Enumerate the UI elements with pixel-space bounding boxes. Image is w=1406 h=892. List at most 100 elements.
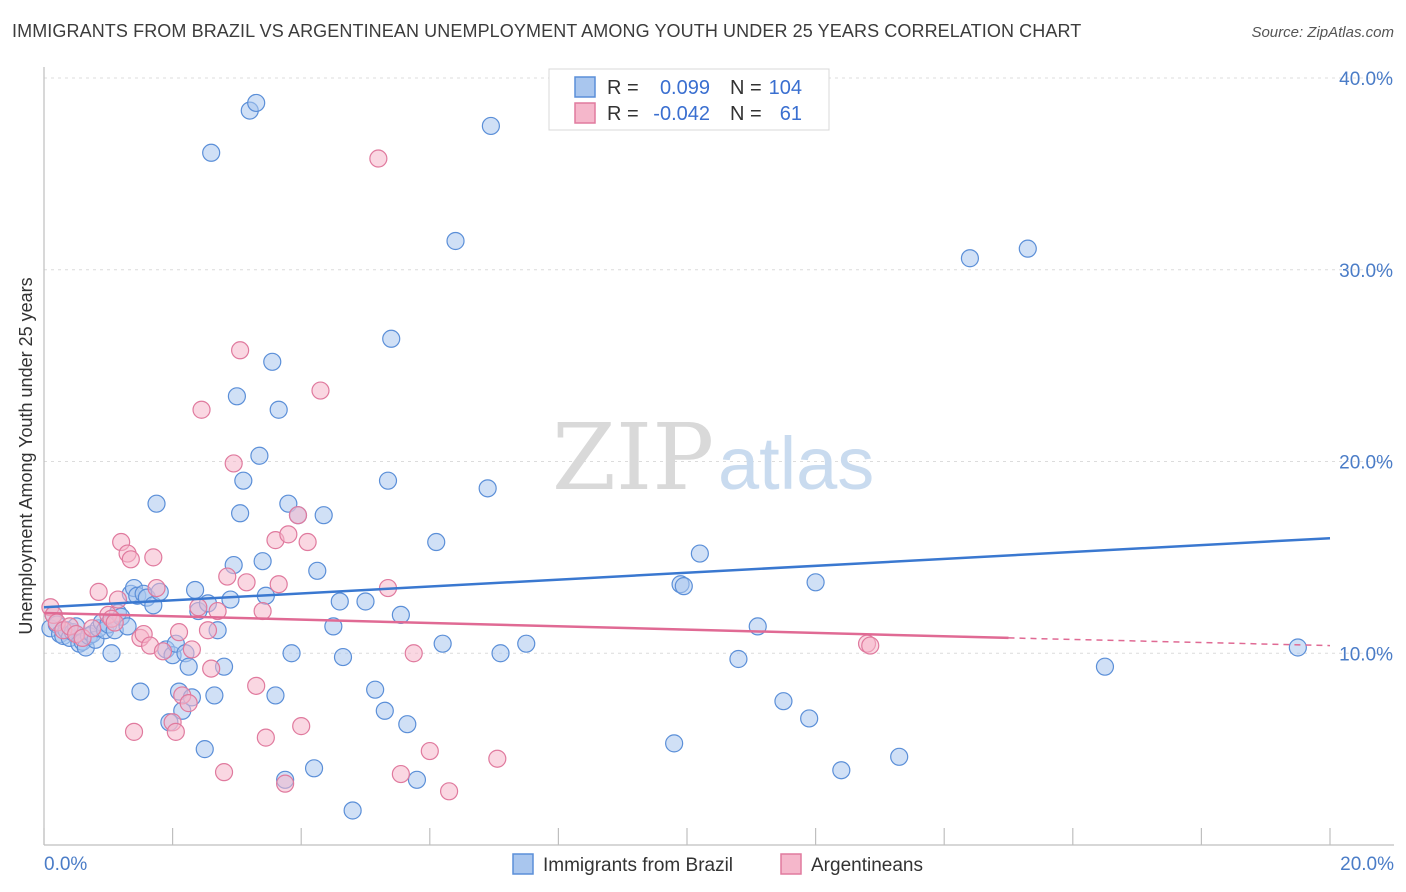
data-point (179, 694, 198, 713)
data-point (398, 715, 417, 734)
data-point (1018, 239, 1037, 258)
data-point (195, 740, 214, 759)
data-point (369, 149, 388, 168)
data-point (266, 686, 285, 705)
data-point (774, 692, 793, 711)
data-point (192, 400, 211, 419)
data-point (356, 592, 375, 611)
data-point (665, 734, 684, 753)
y-tick-label: 10.0% (1339, 644, 1393, 665)
data-point (231, 504, 250, 523)
data-point (253, 552, 272, 571)
data-point (304, 759, 324, 778)
data-point (256, 728, 275, 747)
data-point (407, 770, 427, 789)
x-tick-label-min: 0.0% (44, 854, 87, 875)
y-tick-label: 40.0% (1339, 69, 1393, 90)
data-point (131, 682, 150, 701)
data-point (800, 709, 819, 728)
legend-swatch-argentineans (780, 853, 802, 875)
stats-swatch-brazil (574, 76, 596, 98)
data-point (674, 577, 693, 596)
data-point (288, 506, 308, 525)
data-point (147, 578, 166, 598)
trend-line (43, 611, 1009, 640)
watermark-atlas: atlas (718, 422, 874, 505)
y-tick-labels: 10.0% 20.0% 30.0% 40.0% (1339, 69, 1393, 665)
data-point (234, 471, 253, 490)
data-point (169, 623, 189, 642)
data-point (446, 231, 465, 251)
data-point (333, 647, 353, 667)
data-point (153, 642, 173, 661)
data-point (427, 532, 446, 552)
legend-label-brazil: Immigrants from Brazil (543, 855, 733, 876)
data-point (276, 774, 295, 793)
stats-swatch-argentineans (574, 102, 596, 124)
data-point (1288, 638, 1307, 657)
series-argentineans-points (41, 149, 880, 801)
data-point (806, 573, 825, 592)
y-axis-label: Unemployment Among Youth under 25 years (16, 277, 36, 634)
data-point (205, 686, 224, 705)
legend-swatch-brazil (512, 853, 534, 875)
data-point (231, 341, 250, 360)
data-point (224, 454, 243, 473)
data-point (208, 601, 227, 621)
legend-label-argentineans: Argentineans (811, 855, 923, 876)
data-point (324, 617, 343, 636)
trend-line (43, 536, 1331, 609)
data-point (378, 471, 398, 490)
data-point (105, 613, 124, 632)
data-point (391, 764, 410, 784)
data-point (102, 644, 121, 663)
data-point (202, 143, 221, 162)
data-point (269, 575, 288, 594)
data-point (433, 634, 452, 653)
data-point (890, 747, 909, 766)
stats-box: R = 0.099 N = 104 R = -0.042 N = 61 (548, 68, 830, 131)
data-point (202, 659, 221, 678)
data-point (221, 590, 240, 609)
watermark: ZIP atlas (552, 404, 874, 511)
data-point (253, 601, 272, 621)
source-label: Source: ZipAtlas.com (1251, 24, 1394, 41)
watermark-zip: ZIP (552, 404, 714, 511)
data-point (832, 761, 851, 780)
stats-r-label-argentineans: R = (607, 103, 639, 125)
data-point (83, 619, 102, 638)
data-point (189, 598, 208, 617)
stats-n-value-brazil: 104 (769, 77, 802, 99)
data-point (298, 532, 317, 552)
stats-n-value-argentineans: 61 (780, 103, 802, 125)
stats-r-label-brazil: R = (607, 77, 639, 99)
data-point (179, 657, 198, 676)
data-point (382, 329, 401, 348)
data-point (1095, 657, 1115, 676)
data-point (729, 649, 748, 669)
axes (43, 67, 1394, 846)
stats-n-label-argentineans: N = (730, 103, 762, 125)
y-tick-label: 20.0% (1339, 453, 1393, 474)
x-tick-marks (43, 828, 1331, 845)
data-point (517, 634, 536, 653)
stats-n-label-brazil: N = (730, 77, 762, 99)
data-point (166, 722, 185, 741)
data-point (279, 525, 298, 544)
data-point (182, 640, 201, 659)
data-point (121, 550, 140, 569)
data-point (366, 680, 385, 699)
data-point (247, 93, 266, 113)
data-point (124, 722, 144, 741)
data-point (89, 582, 108, 601)
data-point (439, 782, 459, 801)
data-point (308, 561, 327, 580)
data-point (343, 801, 362, 820)
data-point (488, 749, 507, 768)
x-tick-label-max: 20.0% (1340, 854, 1394, 875)
data-point (198, 621, 218, 640)
stats-r-value-brazil: 0.099 (660, 77, 710, 99)
trend-line-extension (1008, 637, 1331, 647)
data-point (247, 676, 266, 695)
